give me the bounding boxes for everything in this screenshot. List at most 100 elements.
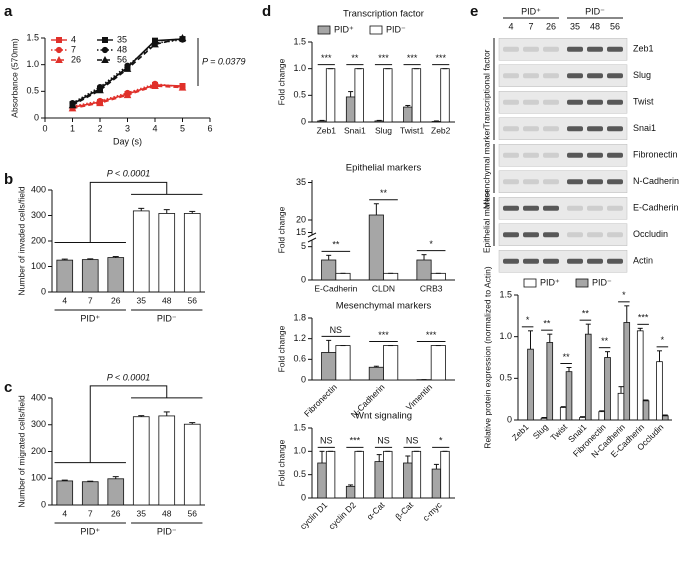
bar: [56, 480, 74, 506]
lane-label: 7: [528, 21, 533, 31]
bar: [403, 462, 413, 499]
y-axis-label: Absorbance (570nm): [9, 38, 19, 118]
blot-band: [503, 73, 519, 79]
significance: ***: [435, 53, 446, 63]
x-tick-label: Slug: [531, 422, 550, 441]
x-tick-label: 56: [188, 295, 198, 305]
blot-band: [523, 99, 539, 105]
blot-band: [567, 152, 583, 158]
significance: **: [332, 240, 340, 250]
blot-band: [523, 73, 539, 79]
significance: **: [582, 309, 590, 319]
bar: [158, 415, 176, 506]
panel-label: e: [470, 3, 478, 20]
y-tick-label: 0: [34, 112, 39, 122]
chart-title: Wnt signaling: [355, 411, 412, 422]
blot-band: [587, 73, 603, 79]
blot-strip: [498, 223, 628, 246]
lane-label: 56: [610, 21, 620, 31]
bar: [403, 106, 413, 123]
bar: [158, 213, 176, 293]
bar: [565, 371, 573, 421]
x-tick-label: Twist: [548, 421, 569, 442]
blot-band: [567, 232, 583, 238]
blot-band: [543, 99, 559, 105]
y-tick-label: 0: [41, 499, 46, 509]
y-tick-label: 35: [296, 177, 306, 187]
legend-label: 26: [71, 54, 81, 64]
blot-row-label: Slug: [633, 70, 651, 80]
bar: [540, 417, 548, 421]
bar: [325, 450, 336, 499]
y-axis-label: Fold change: [276, 325, 286, 372]
y-tick-label: 5: [301, 241, 306, 251]
x-tick-label: Zeb1: [510, 422, 531, 443]
marker: [123, 91, 132, 99]
x-tick-label: β-Cat: [393, 499, 415, 521]
bar: [368, 366, 384, 381]
bar: [335, 345, 351, 381]
bar: [431, 468, 442, 499]
y-tick-label: 0: [41, 286, 46, 296]
bar: [617, 392, 625, 421]
annotation: P = 0.0379: [202, 56, 245, 66]
blot-band: [543, 232, 559, 238]
legend-label: 4: [71, 34, 76, 44]
legend-swatch: [523, 278, 537, 288]
blot-group-label: Transcriptional factor: [481, 49, 491, 128]
blot-band: [503, 205, 519, 211]
marker: [55, 55, 63, 63]
x-tick-label: 6: [207, 123, 212, 133]
marker: [151, 40, 159, 48]
y-tick-label: 1.2: [293, 333, 306, 343]
chart-title: Epithelial markers: [346, 163, 422, 174]
blot-strip: [498, 170, 628, 193]
legend-label: PID⁺: [540, 277, 560, 287]
blot-band: [543, 73, 559, 79]
y-tick-label: 1.0: [499, 331, 512, 341]
y-tick-label: 15: [296, 227, 306, 237]
marker: [123, 64, 132, 72]
marker: [56, 37, 62, 43]
x-tick-label: α-Cat: [365, 499, 387, 521]
bar: [661, 415, 669, 421]
y-axis-label: Number of migrated cells/field: [16, 395, 26, 508]
significance: NS: [406, 436, 419, 446]
x-tick-label: 26: [111, 508, 121, 518]
blot-band: [607, 152, 623, 158]
panel-label: c: [4, 379, 12, 396]
y-tick-label: 1.0: [293, 446, 306, 456]
blot-group-label: Mesenchymal marker: [481, 128, 491, 209]
y-axis-label: Number of invaded cells/field: [16, 186, 26, 295]
significance: ***: [638, 313, 649, 323]
group-label: PID⁺: [80, 526, 100, 536]
y-axis-label: Relative protein expression (normalized …: [482, 266, 492, 449]
x-tick-label: 56: [188, 508, 198, 518]
x-tick-label: 26: [111, 295, 121, 305]
bar: [440, 450, 450, 499]
y-tick-label: 300: [31, 419, 46, 429]
bar: [656, 361, 663, 421]
group-label: PID⁻: [157, 313, 177, 323]
x-tick-label: 48: [162, 508, 172, 518]
y-tick-label: 1.0: [293, 63, 306, 73]
y-tick-label: 1.5: [293, 422, 306, 432]
x-tick-label: Twist1: [400, 125, 424, 135]
blot-row-label: Fibronectin: [633, 150, 678, 160]
blot-header: PID⁻: [585, 6, 605, 16]
significance: NS: [320, 436, 333, 446]
significance: *: [661, 335, 665, 345]
marker: [102, 37, 108, 43]
significance: **: [563, 352, 571, 362]
bar: [416, 259, 432, 281]
blot-band: [607, 258, 623, 264]
x-tick-label: c-myc: [421, 499, 445, 523]
x-tick-label: 3: [125, 123, 130, 133]
blot-band: [503, 46, 519, 52]
blot-band: [567, 258, 583, 264]
bar: [383, 272, 399, 281]
x-tick-label: Zeb2: [431, 125, 451, 135]
blot-band: [567, 46, 583, 52]
blot-band: [607, 73, 623, 79]
x-tick-label: 7: [88, 295, 93, 305]
